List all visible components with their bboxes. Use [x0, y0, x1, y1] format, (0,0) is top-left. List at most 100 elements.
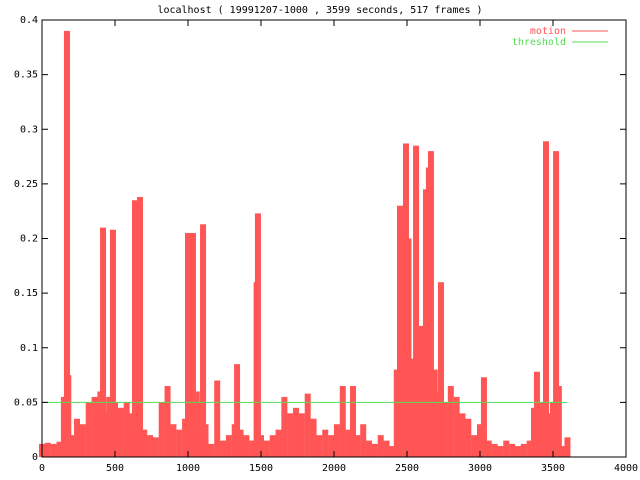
impulse [200, 224, 207, 457]
impulse [485, 440, 492, 457]
y-tick-label: 0.15 [14, 288, 38, 299]
impulse [147, 435, 154, 457]
impulse [258, 435, 264, 457]
legend-label: motion [530, 26, 566, 37]
x-tick-label: 1000 [176, 463, 200, 474]
impulse [377, 435, 384, 457]
x-tick-label: 3500 [541, 463, 565, 474]
impulse [438, 282, 445, 457]
impulse [220, 440, 227, 457]
impulse [408, 358, 415, 457]
x-tick-label: 3000 [468, 463, 492, 474]
x-tick-label: 2000 [322, 463, 346, 474]
impulse [112, 402, 118, 457]
impulse [389, 446, 396, 457]
impulse [158, 402, 165, 457]
y-tick-label: 0.4 [20, 15, 38, 26]
impulse [555, 385, 562, 457]
impulse [133, 413, 140, 457]
impulse [447, 385, 454, 457]
impulse [366, 440, 373, 457]
impulse [74, 418, 81, 457]
impulse [298, 413, 305, 457]
impulse [526, 440, 533, 457]
x-tick-label: 500 [106, 463, 124, 474]
impulse [85, 402, 92, 457]
impulse [243, 435, 250, 457]
impulse [185, 233, 191, 457]
impulse [109, 229, 116, 457]
x-tick-label: 0 [39, 463, 45, 474]
impulse [65, 375, 72, 457]
impulse [281, 396, 288, 457]
impulse [123, 402, 130, 457]
impulse [441, 402, 448, 457]
impulse [117, 407, 124, 457]
impulse [152, 437, 159, 457]
impulse [453, 396, 460, 457]
impulse [564, 437, 571, 457]
impulse [542, 141, 549, 457]
y-tick-label: 0.2 [20, 234, 38, 245]
impulse [225, 435, 232, 457]
impulse [328, 435, 335, 457]
impulse [293, 407, 300, 457]
impulse [371, 443, 378, 457]
y-tick-label: 0.25 [14, 179, 38, 190]
y-tick-label: 0.05 [14, 397, 38, 408]
x-tick-label: 2500 [395, 463, 419, 474]
impulse [553, 151, 560, 457]
impulse [202, 424, 209, 457]
impulse [316, 435, 323, 457]
impulse [550, 402, 556, 457]
impulse [514, 446, 521, 457]
impulse [176, 429, 183, 457]
impulse [383, 440, 390, 457]
impulse [322, 429, 329, 457]
legend-label: threshold [512, 37, 566, 48]
impulse [237, 429, 244, 457]
impulse [497, 446, 504, 457]
impulse [101, 413, 108, 457]
impulse [354, 435, 361, 457]
impulse [136, 196, 143, 458]
impulse [63, 30, 70, 458]
impulse [287, 413, 294, 457]
impulse [349, 385, 356, 457]
impulse [480, 377, 487, 457]
y-tick-label: 0.35 [14, 70, 38, 81]
impulse [503, 440, 510, 457]
impulse [269, 435, 276, 457]
impulse [477, 424, 483, 457]
impulse [196, 402, 203, 457]
impulse [234, 364, 241, 457]
impulse [396, 205, 403, 457]
impulse [405, 238, 412, 457]
impulse [132, 200, 139, 457]
impulse [310, 418, 317, 457]
impulse [413, 145, 420, 457]
impulse [50, 443, 57, 457]
impulse [333, 424, 340, 457]
impulse [427, 151, 434, 457]
impulse [509, 443, 516, 457]
impulse [304, 393, 311, 457]
impulse [141, 429, 148, 457]
impulse [164, 385, 171, 457]
impulse [533, 371, 540, 457]
impulse [79, 424, 86, 457]
y-tick-label: 0.3 [20, 124, 38, 135]
impulse [360, 424, 367, 457]
impulse [538, 402, 545, 457]
impulse [170, 424, 177, 457]
impulse [44, 442, 51, 457]
impulse [339, 385, 346, 457]
y-tick-label: 0.1 [20, 343, 38, 354]
impulse [393, 369, 400, 457]
impulse [100, 227, 107, 457]
impulse [214, 380, 221, 457]
impulse [208, 443, 215, 457]
impulse [491, 443, 498, 457]
impulse [249, 440, 256, 457]
